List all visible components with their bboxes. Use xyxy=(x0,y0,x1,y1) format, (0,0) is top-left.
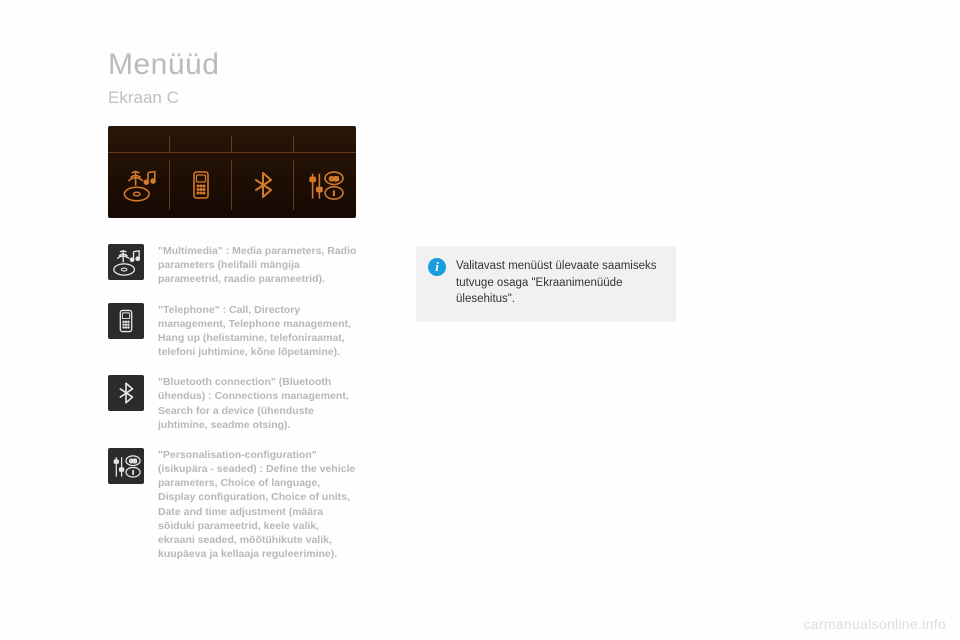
bluetooth-icon xyxy=(247,168,279,202)
item-text: "Bluetooth connection" (Bluetooth ühendu… xyxy=(158,375,358,432)
item-icon-box xyxy=(108,448,144,484)
menu-descriptions: "Multimedia" : Media parameters, Radio p… xyxy=(108,244,358,577)
page-subtitle: Ekraan C xyxy=(108,88,870,108)
list-item: "Personalisation-configuration" (isikupä… xyxy=(108,448,358,561)
item-text: "Personalisation-configuration" (isikupä… xyxy=(158,448,358,561)
item-icon-box xyxy=(108,244,144,280)
list-item: "Multimedia" : Media parameters, Radio p… xyxy=(108,244,358,287)
radio-disc-icon xyxy=(119,167,159,203)
screen-cell-config xyxy=(294,160,356,210)
item-icon-box xyxy=(108,375,144,411)
list-item: "Telephone" : Call, Directory management… xyxy=(108,303,358,360)
item-icon-box xyxy=(108,303,144,339)
info-text: Valitavast menüüst ülevaate saamiseks tu… xyxy=(456,258,662,308)
mock-screen xyxy=(108,126,356,218)
phone-icon xyxy=(185,168,217,202)
page-title: Menüüd xyxy=(108,48,870,82)
list-item: "Bluetooth connection" (Bluetooth ühendu… xyxy=(108,375,358,432)
sliders-gb-icon xyxy=(305,167,345,203)
screen-cell-telephone xyxy=(170,160,232,210)
item-text: "Telephone" : Call, Directory management… xyxy=(158,303,358,360)
sliders-gb-icon xyxy=(111,451,141,481)
radio-disc-icon xyxy=(111,247,141,277)
screen-cell-bluetooth xyxy=(232,160,294,210)
item-text: "Multimedia" : Media parameters, Radio p… xyxy=(158,244,358,287)
info-box: i Valitavast menüüst ülevaate saamiseks … xyxy=(416,246,676,322)
phone-icon xyxy=(113,307,139,335)
bluetooth-icon xyxy=(113,379,139,407)
watermark: carmanualsonline.info xyxy=(804,616,947,632)
screen-cell-multimedia xyxy=(108,160,170,210)
info-icon: i xyxy=(428,258,446,276)
